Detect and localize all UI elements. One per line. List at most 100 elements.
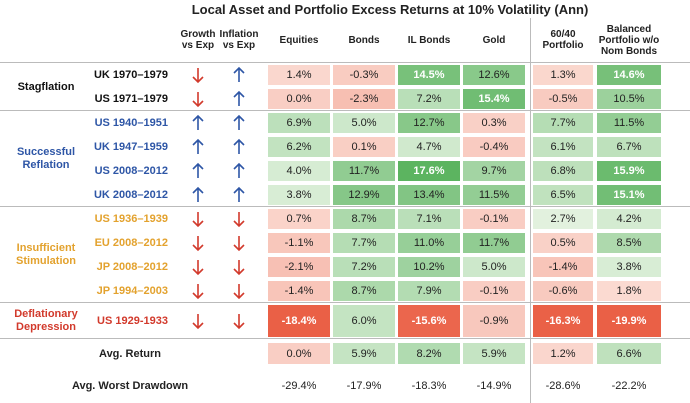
- growth-arrow: [178, 231, 218, 255]
- value-cell: -2.1%: [268, 257, 330, 277]
- inflation-arrow: [218, 231, 260, 255]
- period-label: US 1936–1939: [94, 213, 168, 225]
- summary-cell: 5.9%: [463, 343, 525, 364]
- value-cell: -1.4%: [533, 257, 593, 277]
- value-cell: 1.8%: [597, 281, 661, 301]
- value-cell: 10.2%: [398, 257, 460, 277]
- value-cell: 0.1%: [333, 137, 395, 157]
- group-label: Deflationary Depression: [14, 308, 78, 333]
- value-cell: 4.2%: [597, 209, 661, 229]
- growth-arrow: [178, 303, 218, 339]
- group-divider: [0, 62, 690, 63]
- value-cell: 6.7%: [597, 137, 661, 157]
- inflation-arrow: [218, 63, 260, 87]
- value-cell: 7.2%: [333, 257, 395, 277]
- group-label: Successful Reflation: [16, 146, 76, 171]
- arrow-icon: [233, 212, 245, 228]
- value-cell: 17.6%: [398, 161, 460, 181]
- value-cell: -0.1%: [463, 281, 525, 301]
- value-cell: 15.4%: [463, 89, 525, 109]
- inflation-arrow: [218, 303, 260, 339]
- arrow-icon: [192, 186, 204, 202]
- arrow-icon: [192, 314, 204, 330]
- arrow-icon: [192, 114, 204, 130]
- inflation-arrow: [218, 159, 260, 183]
- value-cell: -1.1%: [268, 233, 330, 253]
- value-cell: 1.4%: [268, 65, 330, 85]
- arrow-icon: [233, 314, 245, 330]
- title: Local Asset and Portfolio Excess Returns…: [191, 1, 589, 17]
- value-cell: 12.7%: [398, 113, 460, 133]
- value-cell: -18.4%: [268, 305, 330, 337]
- arrow-icon: [233, 284, 245, 300]
- growth-arrow: [178, 183, 218, 207]
- value-cell: 14.5%: [398, 65, 460, 85]
- value-cell: 6.9%: [268, 113, 330, 133]
- column-header: IL Bonds: [407, 34, 451, 46]
- inflation-arrow: [218, 255, 260, 279]
- summary-label: Avg. Return: [99, 347, 161, 360]
- value-cell: 12.9%: [333, 185, 395, 205]
- value-cell: 6.8%: [533, 161, 593, 181]
- arrow-icon: [233, 186, 245, 202]
- value-cell: -0.9%: [463, 305, 525, 337]
- arrow-icon: [233, 162, 245, 178]
- summary-cell: -17.9%: [346, 379, 382, 392]
- value-cell: 0.3%: [463, 113, 525, 133]
- period-label: JP 1994–2003: [96, 285, 168, 297]
- value-cell: 12.6%: [463, 65, 525, 85]
- column-header: Bonds: [348, 34, 380, 46]
- value-cell: -0.1%: [463, 209, 525, 229]
- period-label: US 1940–1951: [94, 117, 168, 129]
- value-cell: 7.7%: [333, 233, 395, 253]
- group-divider: [0, 338, 690, 339]
- period-label: US 1971–1979: [94, 93, 168, 105]
- arrow-icon: [192, 236, 204, 252]
- value-cell: -16.3%: [533, 305, 593, 337]
- arrow-icon: [233, 138, 245, 154]
- value-cell: 7.7%: [533, 113, 593, 133]
- group-divider: [0, 110, 690, 111]
- value-cell: 6.2%: [268, 137, 330, 157]
- growth-arrow: [178, 159, 218, 183]
- value-cell: -0.5%: [533, 89, 593, 109]
- value-cell: 0.7%: [268, 209, 330, 229]
- value-cell: 4.7%: [398, 137, 460, 157]
- value-cell: 6.1%: [533, 137, 593, 157]
- period-label: UK 2008–2012: [93, 189, 168, 201]
- summary-label: Avg. Worst Drawdown: [71, 379, 189, 392]
- column-header: Equities: [279, 34, 319, 46]
- value-cell: 5.0%: [463, 257, 525, 277]
- value-cell: 11.5%: [597, 113, 661, 133]
- group-label: Stagflation: [17, 80, 75, 93]
- value-cell: 11.7%: [333, 161, 395, 181]
- value-cell: 14.6%: [597, 65, 661, 85]
- summary-cell: -29.4%: [281, 379, 317, 392]
- value-cell: 8.7%: [333, 209, 395, 229]
- period-label: JP 2008–2012: [96, 261, 168, 273]
- arrow-icon: [233, 66, 245, 82]
- inflation-arrow: [218, 183, 260, 207]
- value-cell: 11.7%: [463, 233, 525, 253]
- column-header: Growth vs Exp: [180, 29, 216, 51]
- inflation-arrow: [218, 207, 260, 231]
- summary-cell: -14.9%: [476, 379, 512, 392]
- column-header: 60/40 Portfolio: [542, 29, 584, 51]
- arrow-icon: [192, 162, 204, 178]
- arrow-icon: [233, 260, 245, 276]
- group-label: Insufficient Stimulation: [16, 242, 76, 267]
- value-cell: 6.5%: [533, 185, 593, 205]
- value-cell: 11.0%: [398, 233, 460, 253]
- group-divider: [0, 302, 690, 303]
- value-cell: 3.8%: [268, 185, 330, 205]
- value-cell: 8.7%: [333, 281, 395, 301]
- value-cell: 0.0%: [268, 89, 330, 109]
- period-label: US 2008–2012: [94, 165, 168, 177]
- summary-cell: 8.2%: [398, 343, 460, 364]
- arrow-icon: [233, 114, 245, 130]
- arrow-icon: [192, 92, 204, 108]
- column-header: Balanced Portfolio w/o Nom Bonds: [598, 23, 660, 57]
- value-cell: 7.2%: [398, 89, 460, 109]
- inflation-arrow: [218, 135, 260, 159]
